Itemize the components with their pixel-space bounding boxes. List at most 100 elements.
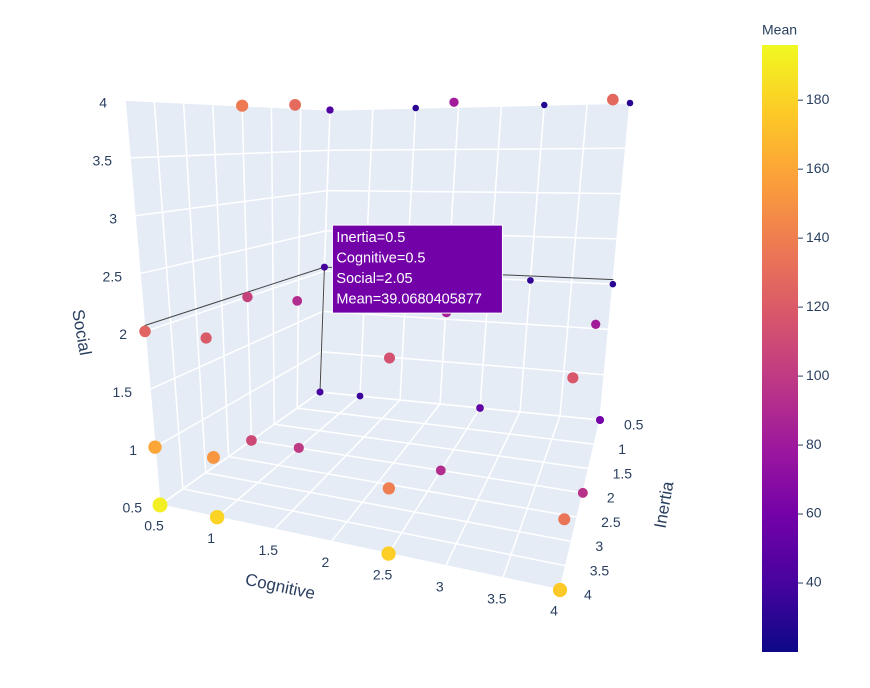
colorbar-tick-label: 120: [806, 298, 830, 314]
spike-line: [144, 266, 325, 327]
z-tick-label: 0.5: [123, 500, 143, 516]
grid-line: [182, 102, 207, 473]
point: [435, 465, 446, 476]
hover-text: Cognitive=0.5: [336, 250, 425, 266]
grid-line: [205, 471, 572, 543]
grid-line: [322, 310, 609, 331]
grid-line: [182, 488, 566, 567]
point: [591, 319, 601, 329]
grid-line: [445, 411, 521, 567]
colorbar-tick-label: 180: [806, 91, 830, 107]
grid-line: [241, 105, 253, 441]
z-tick-label: 2.5: [103, 268, 123, 284]
point: [292, 295, 303, 306]
grid-line: [251, 439, 583, 494]
grid-line: [129, 149, 329, 159]
grid-line: [134, 189, 328, 217]
grid-line: [559, 419, 601, 591]
point: [383, 352, 395, 364]
point: [626, 99, 634, 107]
x-tick-label: 3.5: [487, 591, 507, 607]
x-axis-title: Cognitive: [244, 570, 317, 603]
colorbar-tick-label: 100: [806, 367, 830, 383]
x-tick-label: 2: [322, 554, 330, 570]
point: [356, 392, 364, 400]
grid-line: [270, 107, 276, 425]
point: [381, 546, 396, 561]
grid-line: [327, 189, 622, 195]
point: [139, 325, 151, 338]
x-tick-label: 2.5: [373, 566, 393, 582]
hover-box: [331, 224, 503, 314]
grid-line: [328, 147, 626, 152]
y-tick-label: 1: [618, 441, 626, 457]
floor: [160, 392, 600, 590]
y-tick-label: 2: [607, 490, 615, 506]
colorbar-tick-label: 160: [806, 160, 830, 176]
grid-line: [216, 395, 361, 518]
point: [293, 442, 304, 454]
y-tick-label: 1.5: [613, 465, 633, 481]
colorbar-title: Mean: [762, 22, 797, 38]
colorbar-tick-label: 80: [806, 436, 822, 452]
point: [577, 487, 588, 498]
y-tick-label: 4: [584, 587, 592, 603]
grid-line: [228, 455, 578, 518]
grid-line: [519, 104, 546, 413]
grid-line: [149, 310, 324, 390]
point: [476, 404, 484, 412]
y-tick-label: 2.5: [601, 514, 621, 530]
y-tick-label: 0.5: [624, 417, 644, 433]
grid-line: [159, 391, 321, 506]
grid-line: [154, 351, 322, 448]
point: [148, 440, 162, 454]
point: [246, 435, 257, 446]
grid-line: [599, 102, 631, 421]
y-axis-title: Inertia: [651, 479, 678, 529]
z-tick-label: 3: [109, 210, 117, 226]
grid-line: [330, 403, 441, 542]
point: [236, 99, 249, 112]
grid-line: [124, 99, 161, 506]
grid-line: [273, 399, 401, 530]
grid-line: [321, 350, 605, 376]
point: [595, 415, 605, 425]
grid-line: [387, 407, 481, 554]
grid-line: [144, 270, 325, 333]
point: [558, 513, 571, 526]
colorbar-tick-label: 40: [806, 574, 822, 590]
point: [541, 101, 548, 109]
point: [316, 388, 324, 396]
grid-line: [274, 423, 589, 470]
point: [382, 482, 396, 495]
grid-line: [319, 391, 601, 421]
grid-line: [159, 504, 561, 591]
grid-line: [559, 103, 588, 417]
z-tick-label: 4: [99, 95, 107, 111]
x-tick-label: 1: [207, 530, 215, 546]
point: [567, 372, 579, 384]
point: [152, 497, 168, 513]
hover-text: Inertia=0.5: [336, 230, 405, 246]
colorbar: [762, 45, 798, 652]
z-tick-label: 1: [129, 442, 137, 458]
x-tick-label: 0.5: [144, 518, 164, 534]
point: [320, 263, 328, 271]
z-tick-label: 2: [119, 326, 127, 342]
point: [412, 104, 419, 112]
spike-line: [319, 267, 325, 393]
hover-text: Social=2.05: [336, 271, 412, 287]
grid-line: [212, 104, 230, 457]
grid-line: [139, 230, 326, 275]
x-tick-label: 1.5: [259, 542, 279, 558]
grid-line: [297, 407, 595, 446]
z-tick-label: 1.5: [113, 384, 133, 400]
point: [207, 450, 220, 464]
z-axis-title: Social: [68, 308, 95, 357]
grid-line: [296, 108, 302, 409]
x-tick-label: 4: [550, 603, 558, 619]
y-tick-label: 3.5: [590, 562, 610, 578]
hover-text: Mean=39.0680405877: [336, 291, 482, 307]
point: [242, 291, 253, 303]
